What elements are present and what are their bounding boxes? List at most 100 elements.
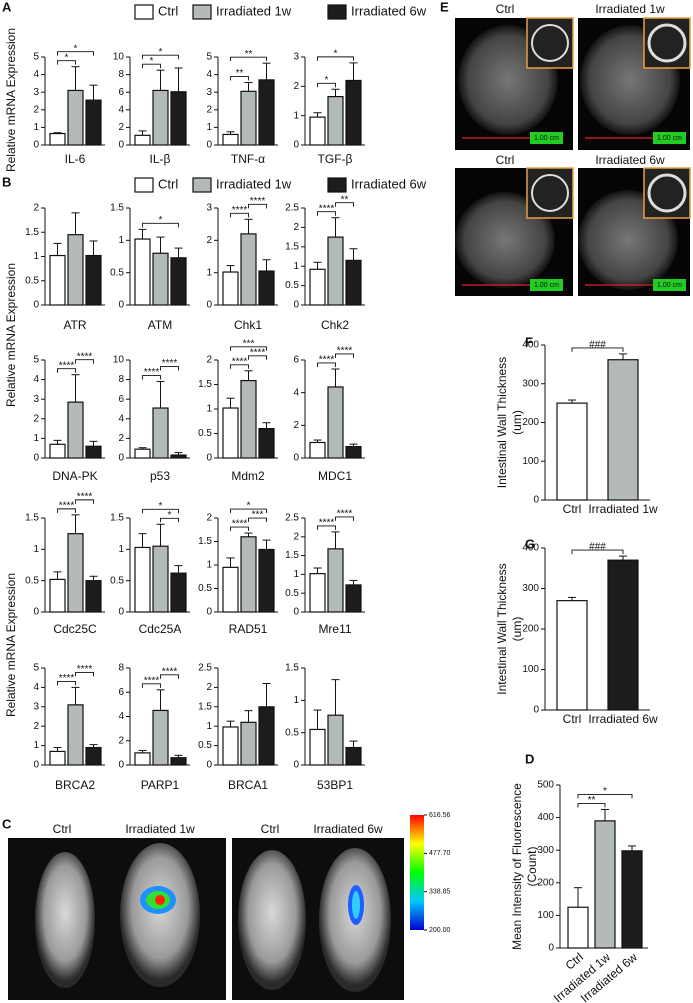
y-tick-label: 2 bbox=[206, 682, 212, 693]
scale-badge bbox=[653, 279, 686, 291]
y-tick-label: 0 bbox=[33, 140, 39, 151]
y-tick-label: 1.5 bbox=[198, 536, 212, 547]
colorbar-label: 616.56 bbox=[429, 812, 451, 819]
y-tick-label: 2 bbox=[206, 355, 212, 366]
signal bbox=[352, 891, 360, 919]
bar bbox=[222, 407, 239, 459]
y-tick-label: 2.5 bbox=[198, 663, 212, 674]
significance-label: **** bbox=[319, 518, 335, 529]
x-axis-label: Cdc25C bbox=[53, 622, 97, 636]
y-tick-label: 1.5 bbox=[25, 513, 39, 524]
bar bbox=[49, 254, 66, 306]
y-tick-label: 2 bbox=[206, 235, 212, 246]
significance-bracket bbox=[317, 82, 336, 88]
significance-bracket bbox=[577, 794, 633, 799]
y-tick-label: 8 bbox=[118, 374, 124, 385]
x-axis-label: Cdc25A bbox=[139, 622, 182, 636]
y-tick-label: 0.5 bbox=[285, 280, 299, 291]
image-label: Ctrl bbox=[53, 822, 72, 836]
y-tick-label: 1.5 bbox=[25, 227, 39, 238]
x-axis-label: TGF-β bbox=[318, 152, 353, 166]
significance-bracket bbox=[160, 366, 179, 371]
y-tick-label: 100 bbox=[522, 664, 539, 675]
y-tick-label: 300 bbox=[537, 845, 554, 856]
y-tick-label: 3 bbox=[206, 87, 212, 98]
y-tick-label: 200 bbox=[522, 624, 539, 635]
y-tick-label: 400 bbox=[522, 340, 539, 351]
y-tick-label: 0 bbox=[206, 453, 212, 464]
y-tick-label: 3 bbox=[33, 701, 39, 712]
significance-bracket bbox=[142, 222, 179, 228]
bar bbox=[67, 704, 84, 766]
y-tick-label: 1.5 bbox=[198, 379, 212, 390]
bar bbox=[327, 386, 344, 459]
y-tick-label: 8 bbox=[118, 663, 124, 674]
y-tick-label: 2.5 bbox=[285, 203, 299, 214]
significance-label: **** bbox=[59, 673, 75, 684]
x-axis-label: MDC1 bbox=[318, 469, 352, 483]
y-tick-label: 200 bbox=[522, 417, 539, 428]
x-axis-label: Chk1 bbox=[234, 318, 262, 332]
significance-bracket bbox=[142, 54, 179, 60]
bar bbox=[67, 533, 84, 613]
y-tick-label: 2 bbox=[293, 81, 299, 92]
y-tick-label: 100 bbox=[522, 456, 539, 467]
bar bbox=[152, 252, 169, 306]
y-tick-label: 1.5 bbox=[285, 550, 299, 561]
y-tick-label: 4 bbox=[118, 413, 124, 424]
panel-letter: A bbox=[2, 0, 12, 14]
significance-bracket bbox=[57, 51, 94, 56]
y-tick-label: 4 bbox=[33, 69, 39, 80]
legend-swatch bbox=[192, 4, 212, 20]
significance-bracket bbox=[230, 508, 267, 514]
y-tick-label: 3 bbox=[293, 52, 299, 63]
x-tick-label: Ctrl bbox=[563, 712, 582, 726]
bar bbox=[85, 746, 102, 766]
mouse bbox=[238, 850, 306, 990]
y-tick-label: 2 bbox=[118, 122, 124, 133]
y-tick-label: 0 bbox=[293, 453, 299, 464]
y-tick-label: 0.5 bbox=[198, 583, 212, 594]
significance-label: * bbox=[159, 215, 163, 226]
y-tick-label: 1 bbox=[206, 122, 212, 133]
significance-bracket bbox=[230, 76, 249, 81]
y-tick-label: 1.5 bbox=[110, 203, 124, 214]
bar bbox=[170, 454, 187, 459]
panel-letter: B bbox=[2, 174, 11, 189]
bar bbox=[152, 89, 169, 146]
y-tick-label: 1 bbox=[33, 433, 39, 444]
y-tick-label: 6 bbox=[118, 687, 124, 698]
significance-bracket bbox=[160, 674, 179, 679]
bar bbox=[152, 545, 169, 613]
significance-label: * bbox=[65, 52, 69, 63]
bar bbox=[345, 259, 362, 306]
bar bbox=[567, 906, 589, 949]
y-tick-label: 0 bbox=[33, 300, 39, 311]
significance-bracket bbox=[335, 516, 354, 521]
y-tick-label: 2 bbox=[33, 104, 39, 115]
x-axis-label: IL-β bbox=[150, 152, 171, 166]
bar bbox=[67, 89, 84, 146]
y-tick-label: 0 bbox=[533, 495, 539, 506]
bar bbox=[607, 359, 639, 501]
scale-label: 1.00 cm bbox=[534, 135, 559, 142]
y-tick-label: 0 bbox=[118, 760, 124, 771]
legend-swatch bbox=[134, 4, 154, 20]
significance-label: * bbox=[74, 43, 78, 54]
significance-label: **** bbox=[337, 509, 353, 520]
imaging-c bbox=[8, 815, 424, 1000]
bar bbox=[222, 726, 239, 766]
y-tick-label: 0 bbox=[206, 607, 212, 618]
legend-swatch bbox=[192, 177, 212, 193]
scale-label: 1.00 cm bbox=[657, 282, 682, 289]
mouse bbox=[35, 852, 95, 988]
image-label: Irradiated 6w bbox=[313, 822, 383, 836]
bar bbox=[170, 572, 187, 613]
legend-label: Irradiated 6w bbox=[351, 3, 427, 18]
significance-label: **** bbox=[250, 347, 266, 358]
y-tick-label: 2 bbox=[206, 513, 212, 524]
significance-bracket bbox=[75, 359, 94, 364]
y-tick-label: 0 bbox=[206, 300, 212, 311]
y-tick-label: 0 bbox=[548, 943, 554, 954]
y-tick-label: 0 bbox=[293, 140, 299, 151]
